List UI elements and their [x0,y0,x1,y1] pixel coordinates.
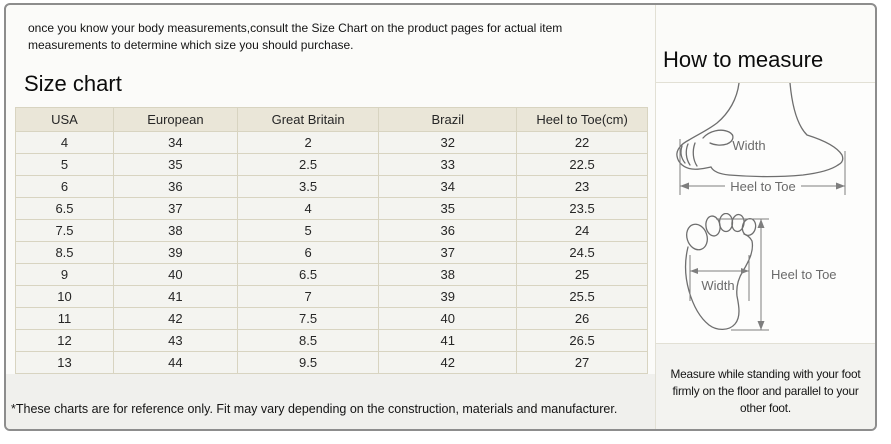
table-cell: 6 [15,175,114,198]
table-cell: 37 [112,197,238,220]
table-cell: 3.5 [236,175,380,198]
size-chart-body: 4 34 2 32 22 5 35 2.5 33 22.5 6 36 3.5 34 23 6.5 37 4 35 23… [15,131,648,374]
table-cell: 12 [15,329,114,352]
table-row: 9 40 6.5 38 25 [15,263,648,286]
table-cell: 6.5 [236,263,380,286]
table-cell: 2 [236,131,380,154]
table-cell: 41 [112,285,238,308]
table-cell: 26 [516,307,648,330]
size-chart-panel: once you know your body measurements,con… [4,3,877,431]
table-cell: 9 [15,263,114,286]
table-cell: 24 [516,219,648,242]
table-cell: 4 [15,131,114,154]
table-row: 5 35 2.5 33 22.5 [15,153,648,176]
table-cell: 11 [15,307,114,330]
measure-note-text: Measure while standing with your foot fi… [670,367,861,415]
table-cell: 32 [378,131,518,154]
table-cell: 6 [236,241,380,264]
table-cell: 43 [112,329,238,352]
table-row: 12 43 8.5 41 26.5 [15,329,648,352]
foot-side-view-diagram: Width Heel to Toe [676,83,846,195]
size-chart-header-row: USA European Great Britain Brazil Heel to To… [15,107,648,132]
table-cell: 38 [378,263,518,286]
table-row: 10 41 7 39 25.5 [15,285,648,308]
side-heel-to-toe-label: Heel to Toe [730,179,796,194]
table-cell: 42 [378,351,518,374]
table-row: 4 34 2 32 22 [15,131,648,154]
table-cell: 38 [112,219,238,242]
intro-text: once you know your body measurements,con… [28,21,563,52]
table-cell: 9.5 [236,351,380,374]
table-cell: 25 [516,263,648,286]
table-cell: 41 [378,329,518,352]
table-cell: 7 [236,285,380,308]
table-cell: 37 [378,241,518,264]
table-row: 11 42 7.5 40 26 [15,307,648,330]
table-cell: 24.5 [516,241,648,264]
table-cell: 34 [112,131,238,154]
table-cell: 39 [112,241,238,264]
table-cell: 13 [15,351,114,374]
table-cell: 36 [378,219,518,242]
table-cell: 42 [112,307,238,330]
table-cell: 27 [516,351,648,374]
how-to-measure-title: How to measure [663,47,824,72]
size-chart-table: USA European Great Britain Brazil Heel to To… [15,107,648,374]
table-cell: 44 [112,351,238,374]
table-cell: 34 [378,175,518,198]
table-cell: 23.5 [516,197,648,220]
table-cell: 8.5 [15,241,114,264]
measure-note: Measure while standing with your foot fi… [656,344,875,429]
sole-heel-to-toe-label: Heel to Toe [771,267,837,282]
table-cell: 8.5 [236,329,380,352]
table-cell: 25.5 [516,285,648,308]
size-chart-title: Size chart [24,71,122,96]
table-cell: 7.5 [236,307,380,330]
how-to-measure-section: How to measure [656,5,875,429]
table-cell: 6.5 [15,197,114,220]
column-header-1: European [112,107,238,132]
table-cell: 33 [378,153,518,176]
table-row: 6.5 37 4 35 23.5 [15,197,648,220]
table-row: 13 44 9.5 42 27 [15,351,648,374]
table-row: 8.5 39 6 37 24.5 [15,241,648,264]
footnote-strip: *These charts are for reference only. Fi… [6,374,655,429]
foot-sole-view-diagram: Width Heel to Toe [684,213,837,331]
column-header-0: USA [15,107,114,132]
table-cell: 35 [112,153,238,176]
measure-diagrams: Width Heel to Toe Width [656,82,875,344]
column-header-2: Great Britain [236,107,380,132]
table-cell: 36 [112,175,238,198]
table-cell: 35 [378,197,518,220]
table-row: 6 36 3.5 34 23 [15,175,648,198]
table-cell: 23 [516,175,648,198]
table-cell: 7.5 [15,219,114,242]
table-cell: 39 [378,285,518,308]
table-cell: 5 [236,219,380,242]
table-cell: 4 [236,197,380,220]
column-header-4: Heel to Toe(cm) [516,107,648,132]
size-chart-section: once you know your body measurements,con… [6,5,656,429]
column-header-3: Brazil [378,107,518,132]
table-row: 7.5 38 5 36 24 [15,219,648,242]
table-cell: 2.5 [236,153,380,176]
table-cell: 26.5 [516,329,648,352]
sole-width-label: Width [701,278,734,293]
table-cell: 5 [15,153,114,176]
side-width-label: Width [732,138,765,153]
table-cell: 10 [15,285,114,308]
table-cell: 22 [516,131,648,154]
table-cell: 22.5 [516,153,648,176]
table-cell: 40 [378,307,518,330]
footnote-text: *These charts are for reference only. Fi… [11,402,618,416]
table-cell: 40 [112,263,238,286]
